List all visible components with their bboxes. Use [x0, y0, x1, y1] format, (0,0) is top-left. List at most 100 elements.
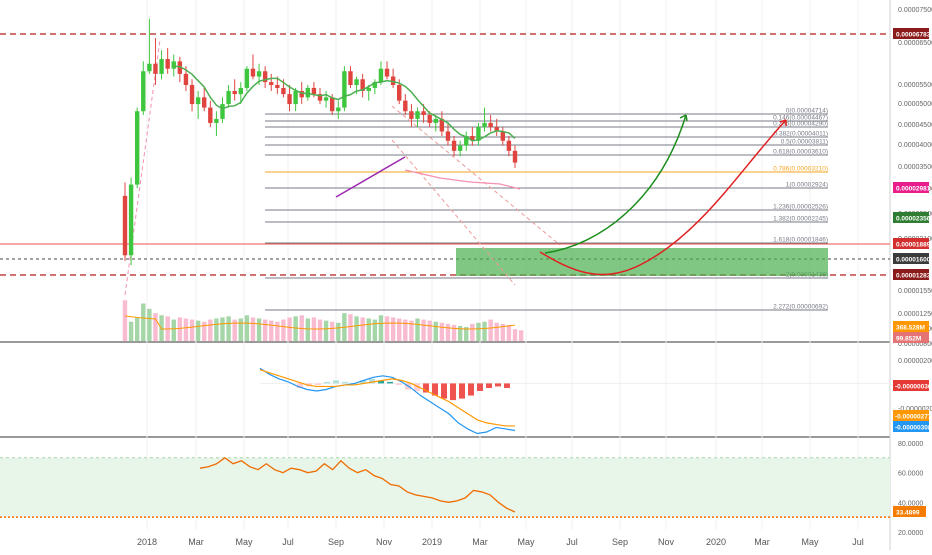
fib-level-label: 1.236(0.00002526) — [773, 204, 828, 211]
price-tag: 99.852M — [893, 332, 929, 343]
macd-histogram-bar — [387, 381, 393, 384]
price-tag-bg — [893, 238, 929, 249]
candle-body — [250, 68, 256, 77]
volume-bar — [470, 323, 475, 341]
macd-histogram-bar — [441, 383, 447, 399]
volume-bar — [427, 320, 432, 341]
price-tag-text: 0.00002356 — [896, 216, 931, 223]
volume-ma-line — [124, 315, 516, 330]
volume-bar — [464, 327, 469, 341]
macd-histogram-bar — [396, 383, 402, 385]
volume-bar — [287, 317, 292, 341]
price-tag-text: 0.00006783 — [896, 32, 931, 39]
rsi-tick-label: 20.0000 — [898, 530, 923, 537]
candle-body — [500, 131, 506, 141]
candle-body — [165, 59, 170, 69]
rsi-pane[interactable] — [0, 457, 890, 518]
volume-bar — [250, 317, 256, 341]
candle-body — [269, 82, 274, 85]
macd-tag-text: -0.00000277 — [895, 414, 932, 421]
candle-body — [354, 79, 359, 85]
macd-histogram-bar — [315, 383, 321, 385]
volume-bar — [476, 322, 481, 341]
macd-tag: -0.00000308 — [893, 421, 932, 432]
ma-line — [404, 169, 521, 190]
macd-histogram-bar — [468, 383, 474, 396]
volume-bar — [244, 315, 250, 341]
purple-trendline — [335, 156, 406, 198]
candle-body — [403, 100, 408, 112]
volume-bar — [232, 319, 237, 341]
candle-body — [189, 84, 195, 105]
price-tag-bg — [893, 321, 929, 332]
rsi-line — [199, 457, 516, 513]
candle-body — [208, 107, 213, 123]
volume-bar — [415, 318, 420, 341]
candle-body — [445, 131, 451, 141]
candle-body — [397, 84, 402, 101]
volume-bar — [390, 317, 396, 341]
macd-histogram-bar — [423, 383, 429, 393]
macd-pane[interactable] — [259, 367, 890, 435]
target-curve-red — [539, 119, 787, 276]
x-tick-label: Jul — [566, 537, 578, 547]
volume-bar — [500, 323, 506, 341]
candle-body — [323, 97, 329, 101]
macd-histogram-bar — [459, 383, 465, 399]
volume-bar — [189, 319, 195, 341]
volume-bar — [153, 313, 158, 341]
x-tick-label: Sep — [328, 537, 344, 547]
candle-body — [232, 90, 237, 95]
volume-bar — [439, 322, 445, 341]
price-pane[interactable]: 0(0.00004714)0.146(0.00004467)0.236(0.00… — [0, 18, 890, 341]
candle-body — [342, 71, 347, 108]
macd-tag-text: -0.00000030 — [895, 384, 932, 391]
candle-body — [128, 184, 134, 256]
macd-histogram-bar — [369, 378, 375, 384]
x-tick-label: Jul — [282, 537, 294, 547]
volume-bar — [329, 321, 335, 341]
volume-bar — [202, 321, 207, 341]
price-tag-text: 0.00001889 — [896, 242, 931, 249]
volume-bar — [171, 319, 176, 341]
price-tick-label: 0.00000800 — [898, 341, 932, 348]
x-tick-label: May — [801, 537, 819, 547]
signal-line — [259, 369, 515, 427]
candle-body — [415, 111, 420, 119]
candle-body — [372, 82, 378, 88]
price-tick-label: 0.00005500 — [898, 82, 932, 89]
price-tick-label: 0.00001250 — [898, 311, 932, 318]
arrow-head-green — [679, 114, 688, 122]
price-tag: 0.00001600 — [893, 253, 931, 264]
price-tag: 0.00006783 — [893, 28, 931, 39]
price-tag-bg — [893, 182, 929, 193]
volume-bar — [384, 316, 390, 341]
volume-bar — [366, 318, 371, 341]
price-tag-text: 0.00002981 — [896, 186, 931, 193]
price-tag-bg — [893, 253, 929, 264]
ema-line — [173, 65, 516, 142]
macd-histogram-bar — [450, 383, 456, 401]
fib-level-label: 0.236(0.00004290) — [773, 121, 828, 128]
candle-body — [122, 195, 128, 256]
macd-tag: -0.00000277 — [893, 410, 932, 421]
volume-bar — [317, 319, 323, 341]
macd-histogram-bar — [486, 383, 492, 388]
price-tag: 0.00001283 — [893, 269, 931, 280]
candle-body — [336, 107, 341, 112]
volume-bar — [134, 317, 140, 341]
candle-body — [506, 140, 512, 151]
fib-level-label: 0(0.00004714) — [786, 108, 828, 115]
volume-bar — [445, 323, 451, 341]
macd-tag-bg — [893, 380, 929, 391]
volume-bar — [305, 318, 311, 341]
x-tick-label: Nov — [658, 537, 675, 547]
rsi-band — [0, 457, 890, 518]
volume-bar — [177, 317, 183, 341]
candle-body — [427, 114, 432, 123]
candle-body — [433, 118, 438, 123]
candle-body — [494, 127, 499, 132]
volume-bar — [457, 326, 463, 341]
